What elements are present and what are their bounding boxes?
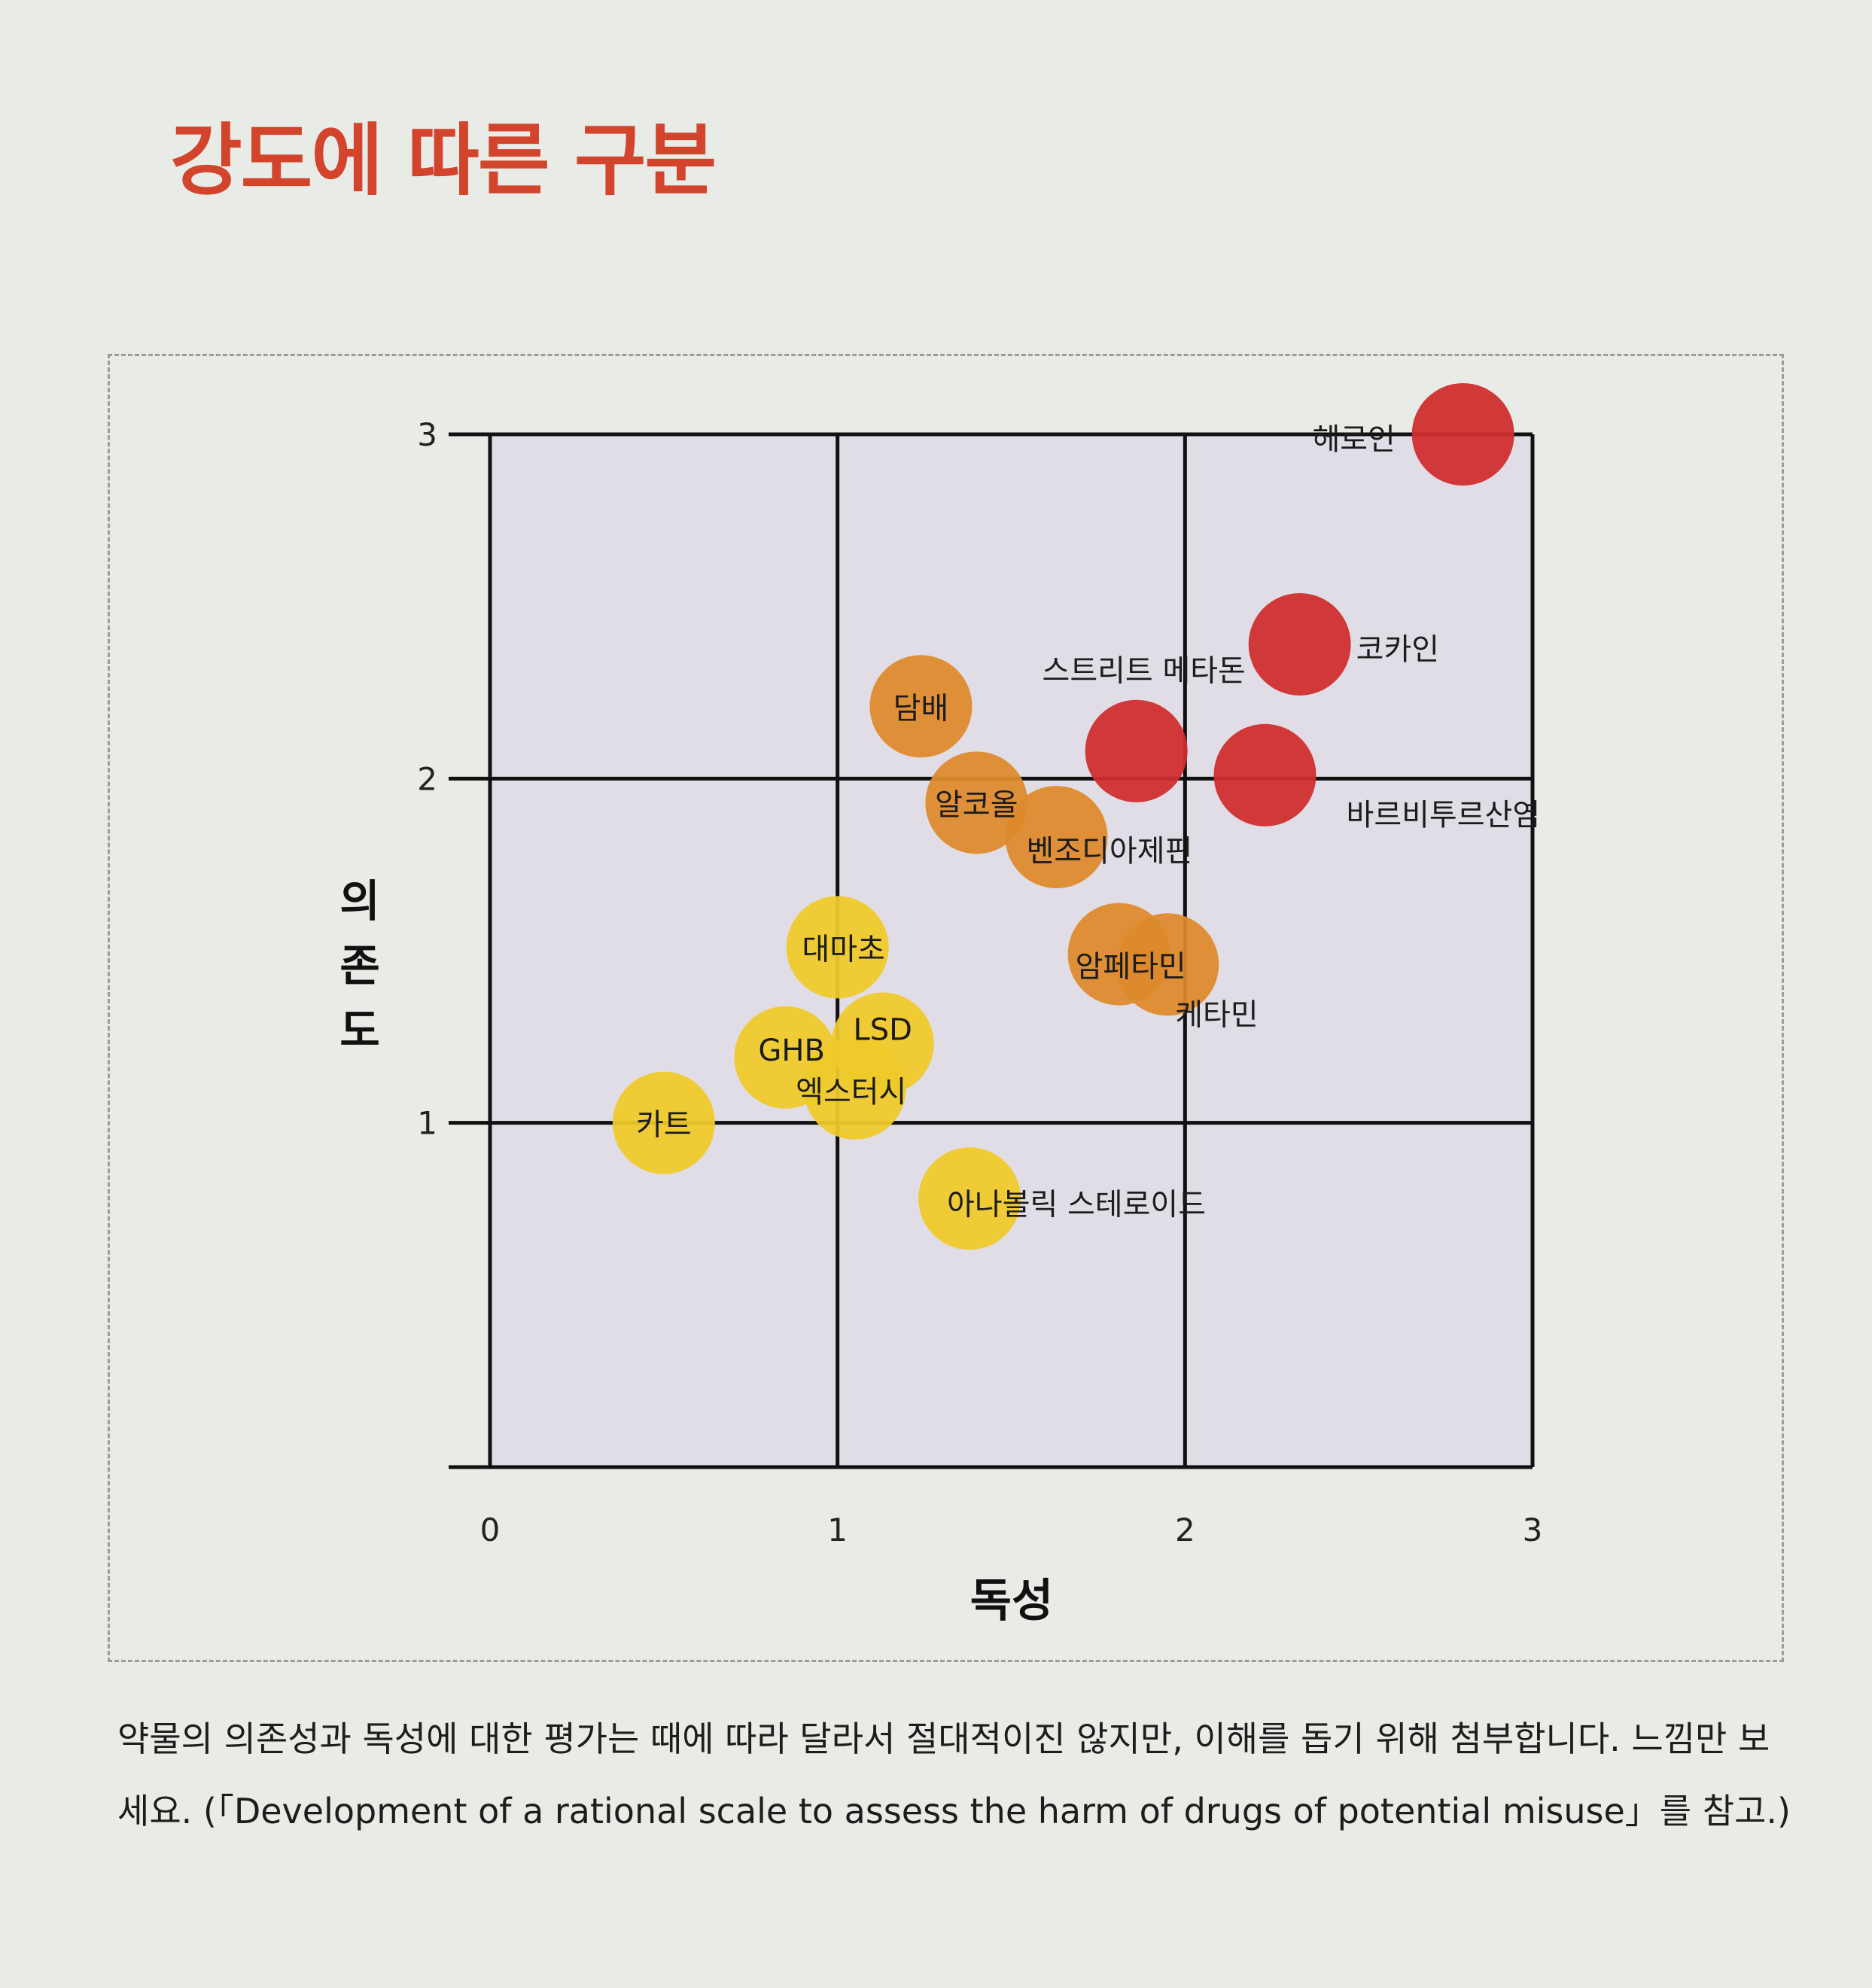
x-tick-label: 2 (1175, 1512, 1195, 1548)
y-axis-label-char: 도 (339, 1005, 379, 1056)
x-axis-label: 독성 (970, 1575, 1053, 1627)
caption: 약물의 의존성과 독성에 대한 평가는 때에 따라 달라서 절대적이진 않지만,… (117, 1719, 1791, 1831)
data-point (786, 896, 889, 999)
point-label: 바르비투르산염 (1347, 798, 1541, 833)
data-point (869, 655, 973, 758)
point-label: GHB (758, 1034, 825, 1068)
data-point (803, 1037, 906, 1140)
point-label: 헤로인 (1312, 422, 1395, 457)
x-tick-label: 1 (827, 1512, 848, 1548)
point-label: 담배 (893, 691, 949, 726)
y-tick-label: 1 (417, 1105, 437, 1142)
point-label: 카트 (636, 1108, 692, 1143)
point-label: 스트리트 메타돈 (1043, 654, 1246, 689)
data-point (612, 1071, 715, 1174)
point-label: 엑스터시 (796, 1075, 906, 1110)
point-label: LSD (853, 1012, 912, 1047)
page-title: 강도에 따른 구분 (170, 114, 717, 206)
point-label: 알코올 (935, 787, 1018, 822)
x-tick-label: 3 (1523, 1512, 1543, 1548)
data-point (1411, 383, 1514, 486)
data-point (1248, 592, 1351, 696)
data-point (925, 751, 1028, 854)
y-axis-label-char: 존 (339, 940, 379, 991)
data-point (1213, 723, 1316, 827)
data-point (1005, 786, 1108, 889)
point-label: 케타민 (1175, 997, 1258, 1032)
x-tick-label: 0 (480, 1512, 501, 1548)
y-axis-label: 의존도 (339, 875, 379, 1056)
point-label: 코카인 (1356, 632, 1439, 667)
point-label: 암페타민 (1076, 950, 1186, 985)
point-label: 대마초 (802, 932, 884, 967)
plot-area (490, 434, 1533, 1467)
y-axis-label-char: 의 (339, 875, 379, 927)
data-point (918, 1147, 1021, 1250)
point-label: 벤조디아제핀 (1027, 834, 1193, 869)
point-label: 아나볼릭 스테로이드 (947, 1187, 1206, 1222)
y-tick-label: 2 (417, 760, 437, 797)
y-tick-label: 3 (417, 416, 437, 453)
data-point (1116, 913, 1219, 1016)
data-point (1085, 699, 1188, 802)
